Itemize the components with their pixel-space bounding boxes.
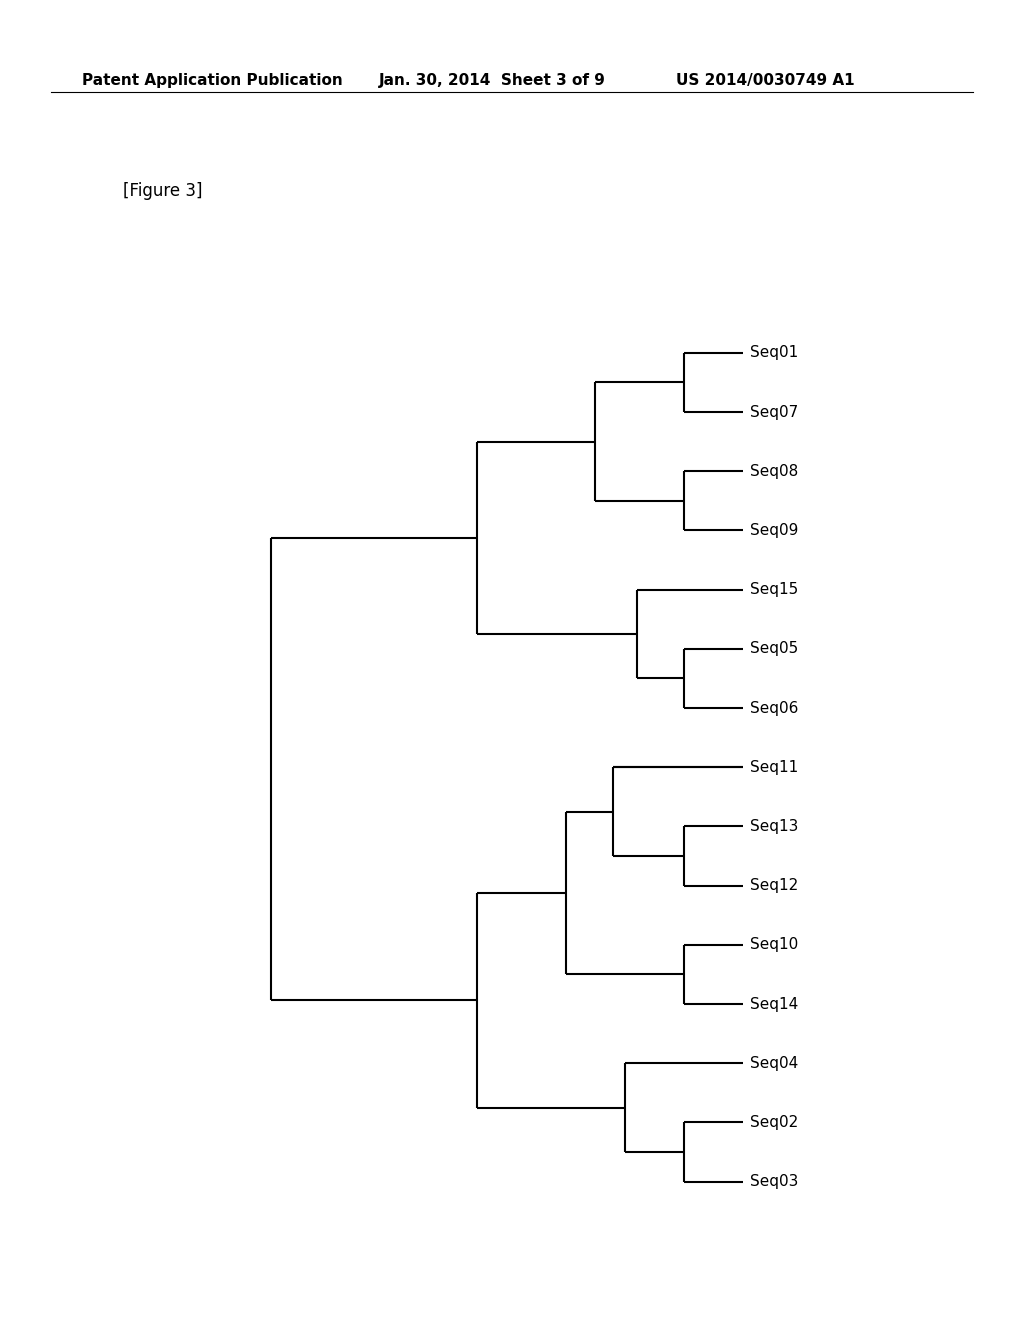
Text: Seq11: Seq11 bbox=[751, 760, 799, 775]
Text: Seq13: Seq13 bbox=[751, 818, 799, 834]
Text: Seq14: Seq14 bbox=[751, 997, 799, 1011]
Text: Seq15: Seq15 bbox=[751, 582, 799, 597]
Text: Seq10: Seq10 bbox=[751, 937, 799, 952]
Text: Jan. 30, 2014  Sheet 3 of 9: Jan. 30, 2014 Sheet 3 of 9 bbox=[379, 73, 606, 87]
Text: Patent Application Publication: Patent Application Publication bbox=[82, 73, 343, 87]
Text: [Figure 3]: [Figure 3] bbox=[123, 182, 203, 201]
Text: Seq01: Seq01 bbox=[751, 346, 799, 360]
Text: Seq05: Seq05 bbox=[751, 642, 799, 656]
Text: US 2014/0030749 A1: US 2014/0030749 A1 bbox=[676, 73, 854, 87]
Text: Seq04: Seq04 bbox=[751, 1056, 799, 1071]
Text: Seq08: Seq08 bbox=[751, 463, 799, 479]
Text: Seq09: Seq09 bbox=[751, 523, 799, 539]
Text: Seq06: Seq06 bbox=[751, 701, 799, 715]
Text: Seq03: Seq03 bbox=[751, 1173, 799, 1189]
Text: Seq12: Seq12 bbox=[751, 878, 799, 894]
Text: Seq07: Seq07 bbox=[751, 404, 799, 420]
Text: Seq02: Seq02 bbox=[751, 1115, 799, 1130]
